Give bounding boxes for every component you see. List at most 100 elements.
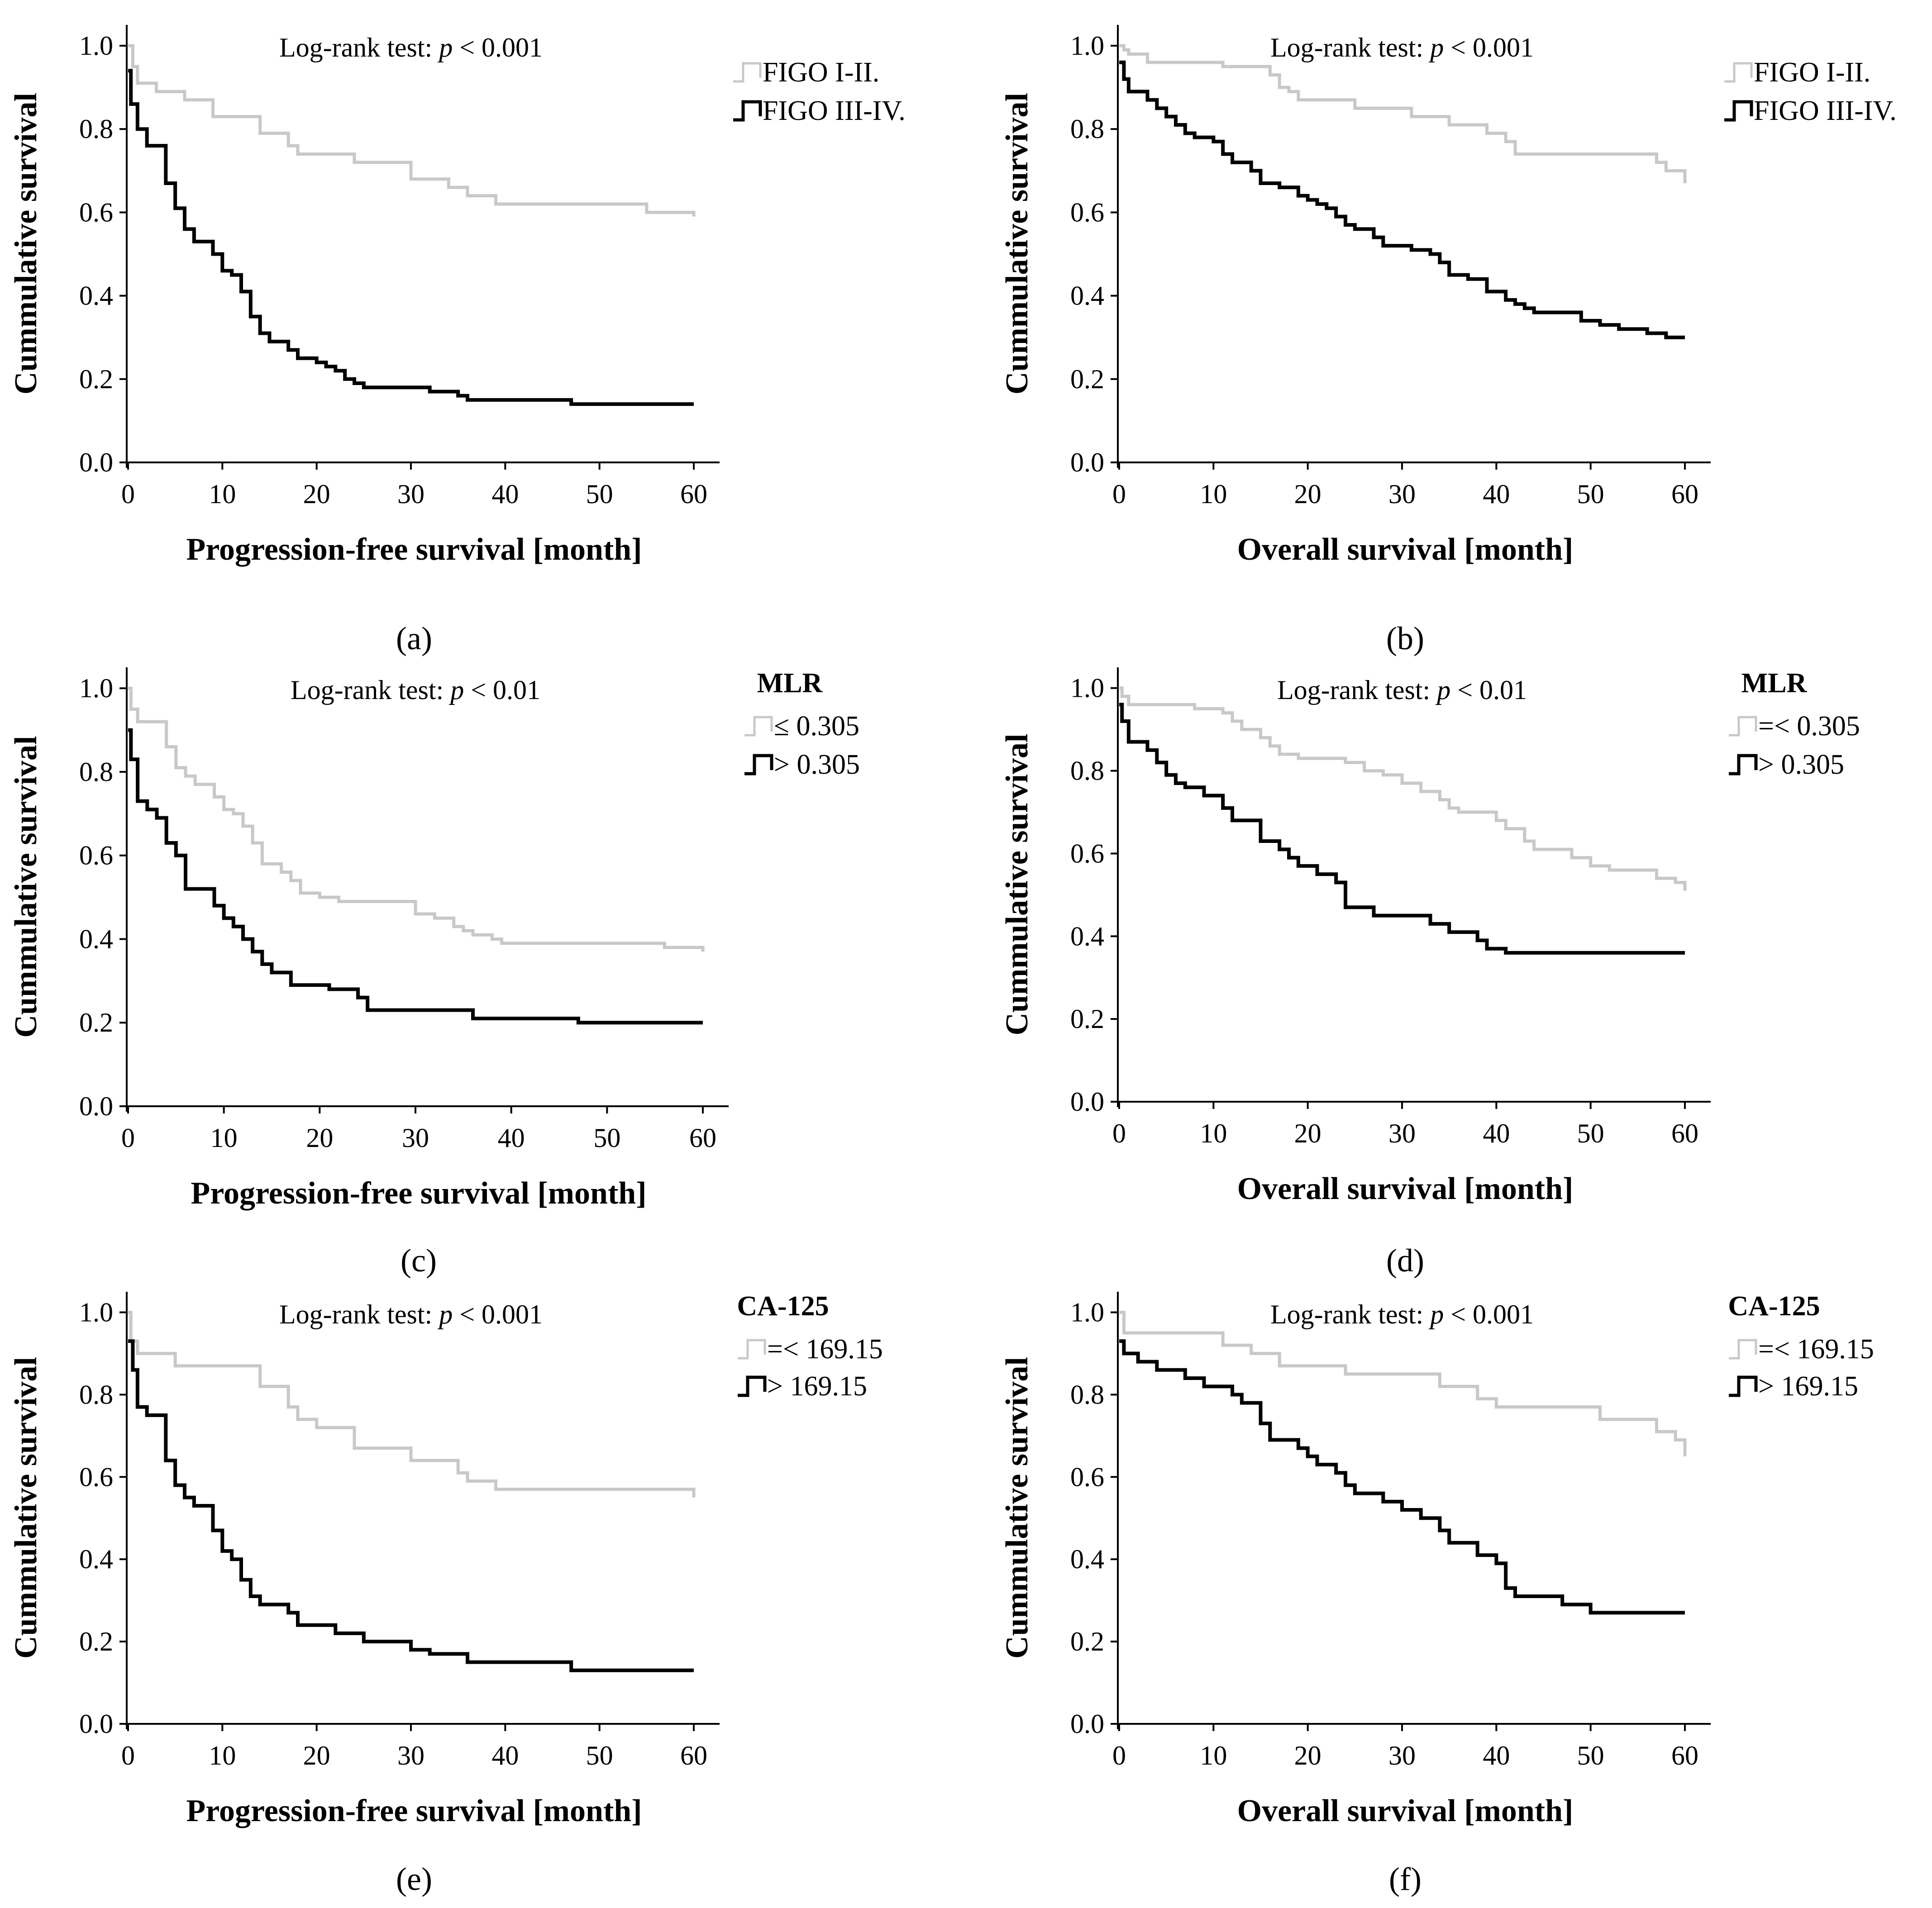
y-tick-label: 0.8	[1070, 1380, 1104, 1409]
panel-caption: (d)	[1386, 1242, 1424, 1279]
legend-swatch	[1729, 1375, 1758, 1397]
x-tick-label: 40	[491, 1741, 519, 1770]
legend-swatch	[738, 1375, 767, 1397]
y-tick-label: 0.6	[1070, 1462, 1104, 1492]
x-tick-label: 20	[303, 1741, 330, 1770]
legend-swatch	[744, 716, 773, 737]
y-tick-label: 0.8	[79, 757, 113, 787]
x-tick-label: 50	[1577, 1118, 1604, 1148]
panel-caption: (c)	[401, 1242, 437, 1279]
legend-label: =< 0.305	[1758, 711, 1860, 742]
x-tick-label: 20	[1294, 479, 1321, 509]
panel-caption: (b)	[1386, 620, 1424, 657]
x-axis-label: Overall survival [month]	[1237, 1794, 1574, 1828]
y-tick-label: 0.4	[1070, 1544, 1104, 1574]
legend-title: MLR	[757, 668, 823, 699]
survival-curve-2	[1119, 1339, 1685, 1615]
legend: MLR ≤ 0.305 > 0.305	[744, 668, 860, 780]
y-tick-label: 0.4	[79, 1544, 113, 1574]
panel-a: 0.0 0.2 0.4 0.6 0.8 1.0 0 10 20 30 40 50 60 Cummulati…	[9, 25, 906, 657]
x-tick-label: 0	[1112, 1118, 1126, 1148]
y-tick-label: 0.6	[79, 841, 113, 871]
x-tick-label: 50	[1577, 479, 1604, 509]
legend-swatch	[1729, 754, 1758, 776]
x-tick-label: 40	[491, 479, 519, 509]
legend-swatch	[733, 62, 762, 83]
x-tick-label: 10	[209, 479, 236, 509]
survival-curve-2	[128, 728, 703, 1025]
panel-b: 0.0 0.2 0.4 0.6 0.8 1.0 0 10 20 30 40 50 60 Cummulati…	[1000, 25, 1897, 657]
x-axis-label: Progression-free survival [month]	[186, 532, 642, 567]
legend-label: > 0.305	[1758, 749, 1844, 780]
y-tick-label: 0.8	[1070, 756, 1104, 786]
x-tick-label: 40	[1483, 1741, 1510, 1770]
x-tick-label: 60	[1671, 1741, 1698, 1770]
legend-title: MLR	[1741, 668, 1808, 699]
x-tick-label: 40	[1483, 479, 1510, 509]
y-tick-label: 0.2	[1070, 1627, 1104, 1656]
y-tick-label: 0.4	[79, 924, 113, 954]
y-tick-label: 0.0	[1070, 1087, 1104, 1117]
legend: CA-125 =< 169.15 > 169.15	[737, 1291, 883, 1402]
y-tick-label: 0.8	[79, 1380, 113, 1409]
y-tick-label: 0.2	[79, 1008, 113, 1037]
x-tick-label: 10	[210, 1123, 238, 1153]
y-tick-label: 0.0	[1070, 447, 1104, 477]
legend-swatch	[1724, 62, 1753, 83]
panel-caption: (f)	[1389, 1861, 1422, 1897]
survival-curve-1	[1119, 44, 1687, 183]
y-tick-label: 0.6	[1070, 838, 1104, 868]
legend: FIGO I-II. FIGO III-IV.	[733, 57, 906, 126]
survival-curve-2	[128, 1339, 694, 1672]
survival-curve-2	[128, 69, 694, 406]
legend-label: FIGO III-IV.	[1754, 95, 1897, 126]
y-tick-label: 0.2	[1070, 364, 1104, 394]
x-tick-label: 20	[1294, 1118, 1321, 1148]
x-axis-label: Overall survival [month]	[1237, 532, 1574, 567]
y-tick-label: 1.0	[1070, 31, 1104, 61]
legend-label: > 0.305	[774, 749, 860, 780]
x-tick-label: 40	[1483, 1118, 1510, 1148]
x-axis-label: Progression-free survival [month]	[186, 1794, 642, 1828]
legend-swatch	[738, 1339, 766, 1360]
y-tick-label: 1.0	[79, 1297, 113, 1327]
x-tick-label: 50	[1577, 1741, 1604, 1770]
legend-label: ≤ 0.305	[774, 711, 859, 742]
x-tick-label: 60	[680, 479, 707, 509]
y-axis-label: Cummulative survival	[1000, 734, 1035, 1036]
x-tick-label: 50	[586, 1741, 613, 1770]
survival-curve-1	[1119, 1310, 1687, 1456]
y-tick-label: 0.0	[79, 447, 113, 477]
survival-curve-2	[1119, 703, 1685, 955]
log-rank-note: Log-rank test: p < 0.01	[291, 675, 540, 705]
y-tick-label: 0.8	[1070, 114, 1104, 144]
x-tick-label: 60	[680, 1741, 707, 1770]
x-tick-label: 60	[1671, 1118, 1698, 1148]
x-tick-label: 20	[306, 1123, 333, 1153]
log-rank-note: Log-rank test: p < 0.001	[279, 1299, 543, 1329]
legend-label: > 169.15	[1758, 1371, 1858, 1402]
x-tick-label: 60	[689, 1123, 716, 1153]
panel-d: 0.0 0.2 0.4 0.6 0.8 1.0 0 10 20 30 40 50 60 Cummulati…	[1000, 667, 1860, 1279]
legend-label: > 169.15	[767, 1371, 867, 1402]
x-tick-label: 10	[1200, 1118, 1227, 1148]
panel-caption: (a)	[396, 620, 432, 657]
legend-swatch	[1724, 100, 1753, 122]
survival-curve-1	[128, 686, 705, 952]
legend-label: =< 169.15	[767, 1334, 883, 1365]
x-tick-label: 60	[1671, 479, 1698, 509]
y-axis-label: Cummulative survival	[1000, 1357, 1035, 1659]
y-tick-label: 0.4	[1070, 921, 1104, 951]
x-tick-label: 0	[1112, 1741, 1126, 1770]
x-tick-label: 20	[1294, 1741, 1321, 1770]
x-tick-label: 40	[498, 1123, 525, 1153]
panel-caption: (e)	[396, 1861, 432, 1897]
y-tick-label: 0.0	[79, 1709, 113, 1739]
legend: FIGO I-II. FIGO III-IV.	[1724, 57, 1897, 126]
legend-label: FIGO I-II.	[763, 57, 879, 88]
y-tick-label: 1.0	[1070, 1297, 1104, 1327]
y-tick-label: 0.6	[79, 1462, 113, 1492]
legend-label: =< 169.15	[1758, 1334, 1874, 1365]
x-tick-label: 0	[121, 1123, 135, 1153]
